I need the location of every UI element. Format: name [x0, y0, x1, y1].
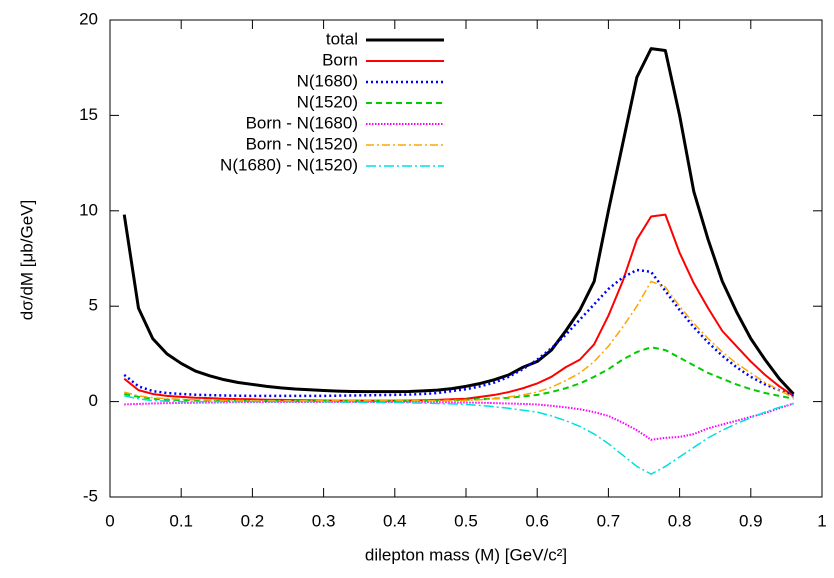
x-tick-label: 0.4: [383, 511, 407, 530]
legend-label: N(1520): [297, 92, 358, 111]
legend-label: Born - N(1520): [246, 134, 358, 153]
x-tick-label: 0.1: [169, 511, 193, 530]
legend-label: Born: [322, 50, 358, 69]
y-tick-label: 10: [79, 200, 98, 219]
y-tick-label: 20: [79, 9, 98, 28]
series-line: [123, 213, 795, 402]
y-tick-label: -5: [83, 486, 98, 505]
legend-label: total: [326, 29, 358, 48]
series-line: [124, 395, 794, 475]
x-tick-label: 0.8: [668, 511, 692, 530]
x-tick-label: 1: [817, 511, 826, 530]
x-tick-label: 0.3: [312, 511, 336, 530]
series-line: [124, 400, 794, 441]
legend-label: N(1680): [297, 71, 358, 90]
x-tick-label: 0.9: [739, 511, 763, 530]
series-line: [124, 346, 794, 403]
y-tick-label: 15: [79, 105, 98, 124]
x-tick-label: 0: [105, 511, 114, 530]
series-line: [123, 268, 794, 398]
x-tick-label: 0.5: [454, 511, 478, 530]
y-axis-label: dσ/dM [μb/GeV]: [17, 200, 36, 320]
x-tick-label: 0.7: [597, 511, 621, 530]
series-line: [124, 280, 794, 402]
legend-label: Born - N(1680): [246, 113, 358, 132]
x-tick-label: 0.6: [525, 511, 549, 530]
plot-frame: [109, 19, 823, 498]
series-line: [122, 47, 795, 395]
y-tick-label: 5: [89, 296, 98, 315]
legend-label: N(1680) - N(1520): [220, 155, 358, 174]
x-axis-label: dilepton mass (M) [GeV/c²]: [365, 545, 567, 564]
y-tick-label: 0: [89, 391, 98, 410]
x-tick-label: 0.2: [241, 511, 265, 530]
